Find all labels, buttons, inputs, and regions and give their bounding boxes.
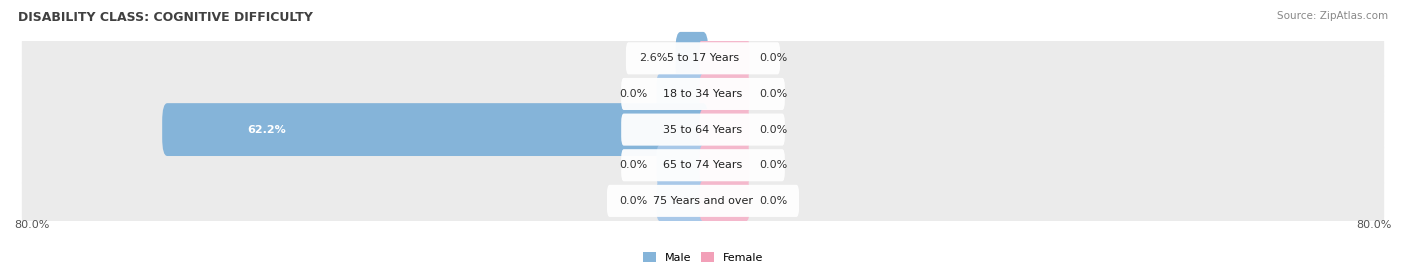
Text: 0.0%: 0.0%	[619, 89, 647, 99]
Text: 75 Years and over: 75 Years and over	[652, 196, 754, 206]
FancyBboxPatch shape	[22, 97, 1384, 162]
Legend: Male, Female: Male, Female	[640, 249, 766, 266]
Text: 62.2%: 62.2%	[247, 124, 287, 134]
FancyBboxPatch shape	[657, 145, 706, 185]
FancyBboxPatch shape	[657, 180, 706, 221]
FancyBboxPatch shape	[657, 73, 706, 114]
Text: 18 to 34 Years: 18 to 34 Years	[664, 89, 742, 99]
Text: 0.0%: 0.0%	[759, 89, 787, 99]
Text: 0.0%: 0.0%	[759, 160, 787, 170]
Text: 35 to 64 Years: 35 to 64 Years	[664, 124, 742, 134]
Text: Source: ZipAtlas.com: Source: ZipAtlas.com	[1277, 11, 1388, 21]
Text: 0.0%: 0.0%	[619, 196, 647, 206]
Text: 80.0%: 80.0%	[1357, 220, 1392, 230]
Text: 5 to 17 Years: 5 to 17 Years	[666, 53, 740, 63]
Text: 65 to 74 Years: 65 to 74 Years	[664, 160, 742, 170]
FancyBboxPatch shape	[621, 114, 785, 146]
FancyBboxPatch shape	[700, 109, 749, 150]
Text: 0.0%: 0.0%	[759, 53, 787, 63]
FancyBboxPatch shape	[700, 73, 749, 114]
FancyBboxPatch shape	[700, 145, 749, 185]
FancyBboxPatch shape	[675, 32, 709, 85]
FancyBboxPatch shape	[22, 62, 1384, 126]
Text: 0.0%: 0.0%	[759, 124, 787, 134]
Text: 0.0%: 0.0%	[759, 196, 787, 206]
Text: 0.0%: 0.0%	[619, 160, 647, 170]
FancyBboxPatch shape	[162, 103, 709, 156]
Text: 80.0%: 80.0%	[14, 220, 49, 230]
FancyBboxPatch shape	[22, 169, 1384, 233]
FancyBboxPatch shape	[22, 26, 1384, 90]
FancyBboxPatch shape	[700, 180, 749, 221]
FancyBboxPatch shape	[621, 149, 785, 181]
FancyBboxPatch shape	[621, 78, 785, 110]
Text: DISABILITY CLASS: COGNITIVE DIFFICULTY: DISABILITY CLASS: COGNITIVE DIFFICULTY	[18, 11, 314, 24]
Text: 2.6%: 2.6%	[640, 53, 668, 63]
FancyBboxPatch shape	[22, 133, 1384, 197]
FancyBboxPatch shape	[626, 42, 780, 74]
FancyBboxPatch shape	[607, 185, 799, 217]
FancyBboxPatch shape	[700, 38, 749, 79]
